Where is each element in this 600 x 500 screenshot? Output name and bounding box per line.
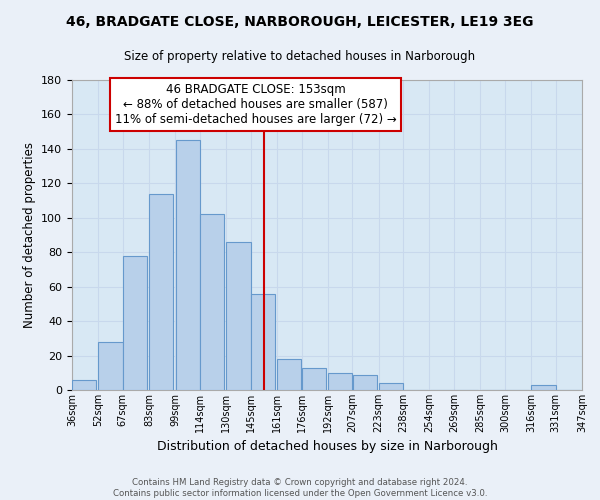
- Bar: [149, 194, 173, 390]
- Y-axis label: Number of detached properties: Number of detached properties: [23, 142, 35, 328]
- Bar: [226, 242, 251, 390]
- Bar: [98, 342, 122, 390]
- Text: 46 BRADGATE CLOSE: 153sqm
← 88% of detached houses are smaller (587)
11% of semi: 46 BRADGATE CLOSE: 153sqm ← 88% of detac…: [115, 83, 397, 126]
- Bar: [532, 385, 556, 390]
- Text: Size of property relative to detached houses in Narborough: Size of property relative to detached ho…: [124, 50, 476, 63]
- Text: Contains HM Land Registry data © Crown copyright and database right 2024.
Contai: Contains HM Land Registry data © Crown c…: [113, 478, 487, 498]
- Bar: [353, 374, 377, 390]
- Bar: [251, 294, 275, 390]
- Bar: [72, 380, 97, 390]
- Text: 46, BRADGATE CLOSE, NARBOROUGH, LEICESTER, LE19 3EG: 46, BRADGATE CLOSE, NARBOROUGH, LEICESTE…: [66, 15, 534, 29]
- Bar: [328, 373, 352, 390]
- Bar: [302, 368, 326, 390]
- Bar: [200, 214, 224, 390]
- Bar: [379, 383, 403, 390]
- Bar: [123, 256, 147, 390]
- Bar: [176, 140, 200, 390]
- X-axis label: Distribution of detached houses by size in Narborough: Distribution of detached houses by size …: [157, 440, 497, 454]
- Bar: [277, 359, 301, 390]
